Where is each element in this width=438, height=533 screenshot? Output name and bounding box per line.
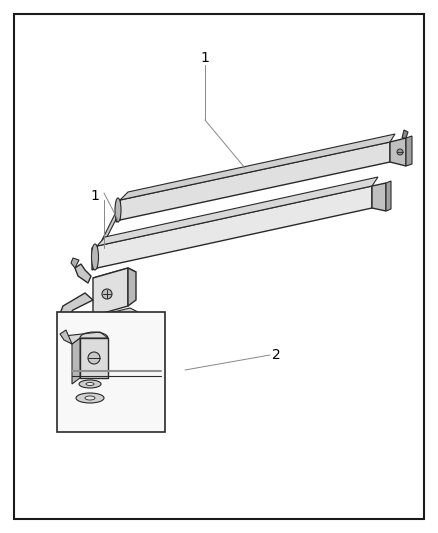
Ellipse shape [86,383,94,385]
Polygon shape [72,338,80,384]
Polygon shape [99,192,130,246]
Polygon shape [386,181,391,211]
Polygon shape [93,268,136,282]
Polygon shape [59,293,93,318]
Text: 1: 1 [91,189,99,203]
Text: 1: 1 [201,51,209,65]
Circle shape [88,352,100,364]
Text: 2: 2 [272,348,281,362]
Ellipse shape [92,244,99,270]
Polygon shape [75,264,91,283]
Polygon shape [60,330,72,344]
Polygon shape [97,186,372,268]
Polygon shape [372,183,386,211]
Polygon shape [89,308,138,322]
Ellipse shape [76,393,104,403]
Polygon shape [120,134,395,200]
Circle shape [397,149,403,155]
Ellipse shape [79,380,101,388]
Polygon shape [120,142,390,220]
Polygon shape [97,177,378,246]
Circle shape [102,289,112,299]
Polygon shape [64,332,108,344]
Polygon shape [71,258,79,268]
Polygon shape [80,338,108,378]
Polygon shape [128,268,136,306]
Polygon shape [402,130,408,138]
Polygon shape [92,246,97,270]
Polygon shape [406,136,412,166]
Ellipse shape [85,396,95,400]
Polygon shape [116,200,120,222]
Polygon shape [93,268,128,316]
Polygon shape [390,138,406,166]
Bar [57,312,165,432]
Ellipse shape [115,198,121,222]
